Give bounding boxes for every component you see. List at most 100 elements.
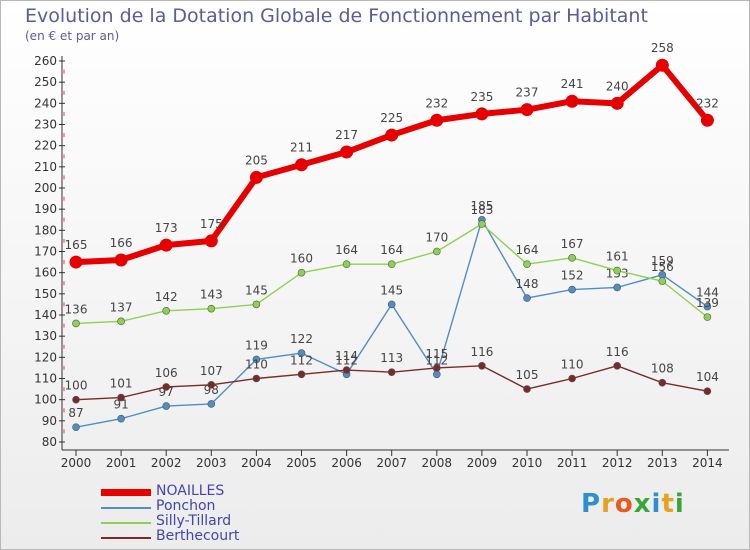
data-label-noailles: 258 bbox=[651, 41, 674, 55]
data-point-noailles bbox=[655, 58, 669, 72]
data-point-noailles bbox=[295, 158, 308, 172]
data-point-ponchon bbox=[72, 423, 80, 431]
data-label-ponchon: 144 bbox=[696, 286, 719, 300]
data-point-noailles bbox=[385, 128, 399, 142]
x-tick-label: 2013 bbox=[647, 456, 678, 470]
data-point-silly-tillard bbox=[342, 260, 351, 269]
data-point-ponchon bbox=[432, 370, 441, 379]
x-tick-label: 2006 bbox=[331, 456, 362, 470]
data-label-ponchon: 145 bbox=[380, 283, 403, 297]
data-point-noailles bbox=[565, 94, 579, 108]
data-point-ponchon bbox=[207, 400, 216, 408]
data-point-berthecourt bbox=[703, 387, 712, 396]
legend-label: Silly-Tillard bbox=[156, 513, 232, 529]
data-label-berthecourt: 113 bbox=[380, 351, 403, 365]
x-tick-label: 2004 bbox=[241, 456, 272, 470]
data-point-ponchon bbox=[703, 302, 712, 311]
data-point-ponchon bbox=[613, 283, 622, 292]
data-point-berthecourt bbox=[162, 383, 170, 391]
data-point-silly-tillard bbox=[207, 304, 216, 313]
legend-swatch bbox=[101, 507, 151, 509]
data-point-berthecourt bbox=[117, 393, 125, 402]
brand-letter: o bbox=[614, 489, 634, 519]
x-tick-label: 2010 bbox=[512, 456, 543, 470]
chart-subtitle: (en € et par an) bbox=[25, 29, 120, 43]
data-point-silly-tillard bbox=[297, 268, 306, 277]
y-tick-label: 130 bbox=[34, 329, 57, 343]
data-label-ponchon: 185 bbox=[470, 199, 493, 213]
data-label-silly-tillard: 137 bbox=[110, 300, 133, 314]
data-point-ponchon bbox=[387, 300, 396, 309]
data-label-ponchon: 122 bbox=[290, 332, 313, 346]
x-tick-label: 2014 bbox=[692, 456, 723, 470]
data-point-ponchon bbox=[252, 355, 261, 364]
y-tick-label: 120 bbox=[34, 350, 57, 364]
data-label-silly-tillard: 136 bbox=[65, 302, 88, 316]
data-point-ponchon bbox=[117, 414, 125, 423]
data-point-silly-tillard bbox=[703, 313, 712, 321]
data-label-noailles: 175 bbox=[200, 217, 223, 231]
data-point-silly-tillard bbox=[478, 220, 486, 228]
data-point-berthecourt bbox=[387, 368, 396, 376]
legend-swatch bbox=[101, 522, 151, 524]
x-tick-label: 2008 bbox=[422, 456, 453, 470]
data-point-silly-tillard bbox=[658, 277, 667, 285]
data-point-noailles bbox=[69, 255, 83, 269]
data-label-silly-tillard: 156 bbox=[651, 260, 674, 274]
data-point-berthecourt bbox=[252, 374, 261, 383]
data-label-berthecourt: 112 bbox=[290, 353, 313, 367]
data-label-silly-tillard: 161 bbox=[606, 250, 629, 264]
data-label-noailles: 232 bbox=[696, 96, 719, 110]
data-label-noailles: 173 bbox=[155, 221, 178, 235]
x-tick-label: 2012 bbox=[602, 456, 633, 470]
legend-label: Berthecourt bbox=[156, 528, 240, 544]
chart-title: Evolution de la Dotation Globale de Fonc… bbox=[25, 5, 648, 27]
data-point-silly-tillard bbox=[252, 300, 261, 309]
data-point-silly-tillard bbox=[162, 306, 170, 315]
data-point-berthecourt bbox=[478, 361, 486, 370]
y-tick-label: 240 bbox=[34, 96, 57, 110]
data-label-silly-tillard: 167 bbox=[561, 237, 584, 251]
data-label-berthecourt: 114 bbox=[335, 349, 358, 363]
data-point-silly-tillard bbox=[523, 260, 531, 269]
x-tick-label: 2011 bbox=[557, 456, 588, 470]
brand-letter: t bbox=[661, 489, 675, 519]
data-label-noailles: 235 bbox=[470, 90, 493, 104]
y-tick-label: 90 bbox=[42, 414, 57, 428]
data-point-berthecourt bbox=[613, 361, 622, 370]
data-point-silly-tillard bbox=[568, 254, 576, 262]
data-point-noailles bbox=[610, 96, 624, 110]
data-point-ponchon bbox=[523, 294, 531, 302]
data-label-berthecourt: 116 bbox=[606, 345, 629, 359]
brand-letter: P bbox=[581, 489, 602, 519]
legend-label: NOAILLES bbox=[156, 483, 225, 499]
x-tick-label: 2007 bbox=[376, 456, 407, 470]
brand-letter: i bbox=[674, 489, 685, 519]
y-tick-label: 250 bbox=[34, 75, 57, 89]
data-point-noailles bbox=[340, 145, 354, 159]
data-label-noailles: 217 bbox=[335, 128, 358, 142]
x-tick-label: 2002 bbox=[151, 456, 182, 470]
data-label-silly-tillard: 160 bbox=[290, 252, 313, 266]
data-label-berthecourt: 116 bbox=[470, 345, 493, 359]
data-label-berthecourt: 110 bbox=[245, 358, 268, 372]
data-point-berthecourt bbox=[568, 374, 576, 383]
y-tick-label: 200 bbox=[34, 181, 57, 195]
data-label-silly-tillard: 139 bbox=[696, 296, 719, 310]
brand-letter: i bbox=[651, 489, 662, 519]
y-tick-label: 220 bbox=[34, 139, 57, 153]
legend-label: Ponchon bbox=[156, 498, 216, 514]
y-tick-label: 190 bbox=[34, 202, 57, 216]
data-point-berthecourt bbox=[432, 364, 441, 372]
data-label-berthecourt: 110 bbox=[561, 358, 584, 372]
data-point-silly-tillard bbox=[432, 247, 441, 256]
data-label-silly-tillard: 164 bbox=[335, 243, 358, 257]
data-point-berthecourt bbox=[207, 381, 216, 389]
data-label-berthecourt: 104 bbox=[696, 370, 719, 384]
data-label-noailles: 205 bbox=[245, 153, 268, 167]
y-tick-label: 260 bbox=[34, 54, 57, 68]
x-tick-label: 2001 bbox=[106, 456, 137, 470]
data-label-berthecourt: 105 bbox=[516, 368, 539, 382]
legend-swatch bbox=[101, 537, 151, 539]
